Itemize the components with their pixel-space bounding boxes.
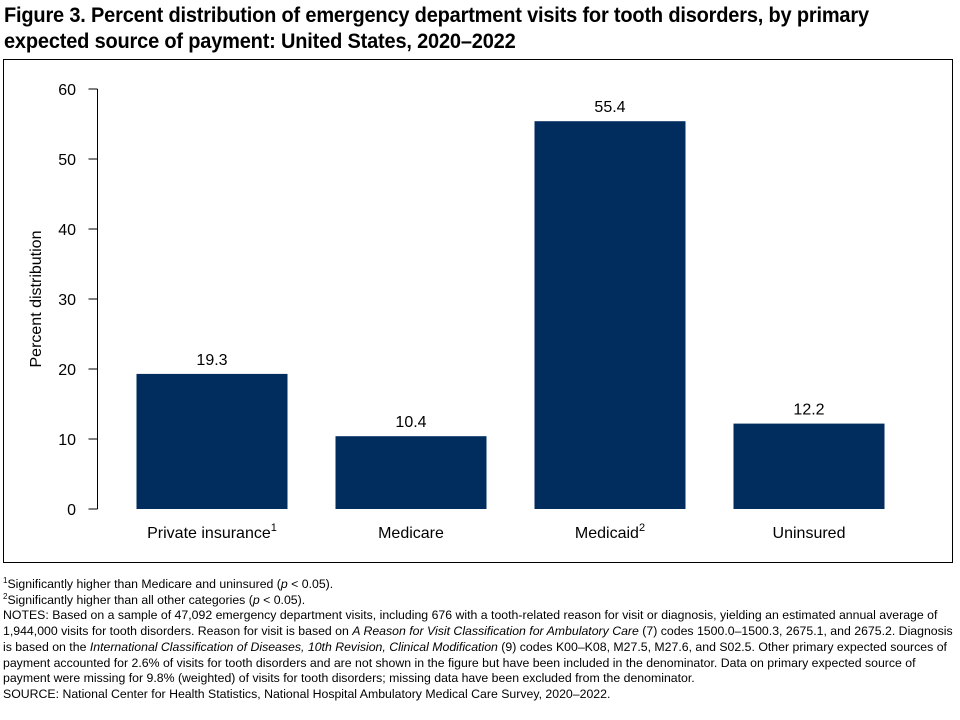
source-text: SOURCE: National Center for Health Stati… [3,686,611,701]
y-tick-label: 50 [58,152,76,169]
y-tick-label: 0 [67,502,76,519]
x-tick-label: Medicaid2 [575,522,645,542]
x-tick-label: Uninsured [773,525,846,542]
x-tick-label: Medicare [378,525,444,542]
y-axis-label: Percent distribution [28,231,45,368]
y-tick-label: 20 [58,362,76,379]
y-tick-label: 40 [58,222,76,239]
y-tick-label: 10 [58,432,76,449]
y-tick-label: 30 [58,292,76,309]
x-tick-footnote-mark: 1 [271,522,277,534]
footnote-1: 1Significantly higher than Medicare and … [3,576,334,592]
figure-title: Figure 3. Percent distribution of emerge… [4,3,869,53]
chart-frame [3,59,953,563]
x-tick-label: Private insurance1 [147,522,277,542]
bar-value-label: 55.4 [594,99,625,116]
y-tick-label: 60 [58,82,76,99]
bar-chart: Percent distribution 0 10 20 30 40 50 60 19.3 P… [28,82,885,542]
footnote-2: 2Significantly higher than all other cat… [3,591,306,607]
bar [733,423,885,509]
bar-value-label: 19.3 [196,352,227,369]
bar [335,436,487,509]
bar-value-label: 12.2 [793,402,824,419]
bar [534,121,686,509]
bar-value-label: 10.4 [395,414,426,431]
footnote-1-mark: 1 [3,576,8,585]
notes-block: 1Significantly higher than Medicare and … [3,577,958,703]
bar [136,373,288,509]
x-tick-footnote-mark: 2 [639,522,645,534]
notes-text: NOTES: Based on a sample of 47,092 emerg… [3,608,953,686]
footnote-2-mark: 2 [3,591,8,601]
